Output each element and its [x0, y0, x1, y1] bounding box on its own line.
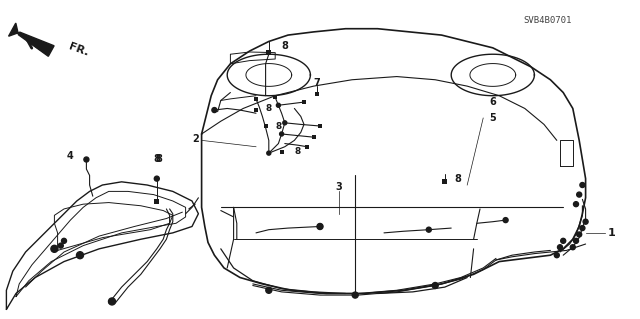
Circle shape	[283, 121, 287, 125]
Circle shape	[557, 245, 563, 250]
Circle shape	[77, 252, 83, 259]
Circle shape	[109, 298, 115, 305]
Circle shape	[561, 238, 566, 243]
Bar	[254, 108, 258, 112]
Circle shape	[317, 224, 323, 229]
Text: 8: 8	[454, 174, 461, 184]
Circle shape	[580, 226, 585, 231]
Bar	[273, 95, 277, 99]
Circle shape	[352, 292, 358, 298]
Circle shape	[426, 227, 431, 232]
Bar	[305, 145, 309, 149]
Circle shape	[280, 132, 284, 136]
Bar	[154, 199, 159, 204]
Text: 8: 8	[282, 41, 288, 51]
Text: FR.: FR.	[67, 41, 90, 58]
Bar	[318, 124, 322, 128]
Bar	[315, 92, 319, 96]
Text: 8: 8	[154, 154, 160, 165]
Circle shape	[276, 103, 280, 107]
Text: 8: 8	[156, 154, 162, 164]
Circle shape	[84, 157, 89, 162]
Bar	[264, 124, 268, 128]
Text: 8: 8	[275, 122, 282, 130]
Circle shape	[154, 176, 159, 181]
Circle shape	[267, 151, 271, 155]
Bar	[302, 100, 306, 104]
Circle shape	[570, 245, 575, 250]
Circle shape	[61, 238, 67, 243]
Circle shape	[503, 218, 508, 223]
Bar	[280, 150, 284, 153]
Circle shape	[266, 287, 272, 293]
Text: 3: 3	[336, 182, 342, 192]
Circle shape	[573, 202, 579, 207]
Bar	[312, 135, 316, 139]
Circle shape	[577, 192, 582, 197]
Text: 5: 5	[490, 113, 496, 123]
Text: 1: 1	[607, 228, 615, 238]
Bar	[442, 179, 447, 184]
Text: 8: 8	[266, 104, 272, 113]
Text: 8: 8	[294, 147, 301, 156]
Text: 2: 2	[192, 134, 198, 144]
Circle shape	[432, 283, 438, 288]
Text: 7: 7	[314, 78, 320, 88]
Text: SVB4B0701: SVB4B0701	[523, 16, 572, 25]
Circle shape	[212, 108, 217, 113]
Circle shape	[580, 182, 585, 188]
Bar	[254, 97, 258, 101]
Circle shape	[573, 238, 579, 243]
Bar	[266, 50, 271, 55]
Circle shape	[554, 253, 559, 258]
Circle shape	[317, 224, 323, 229]
Text: 4: 4	[67, 151, 74, 161]
Text: 6: 6	[490, 97, 496, 107]
Circle shape	[51, 245, 58, 252]
Circle shape	[58, 243, 63, 248]
Polygon shape	[8, 23, 54, 56]
Circle shape	[577, 232, 582, 237]
Circle shape	[583, 219, 588, 224]
